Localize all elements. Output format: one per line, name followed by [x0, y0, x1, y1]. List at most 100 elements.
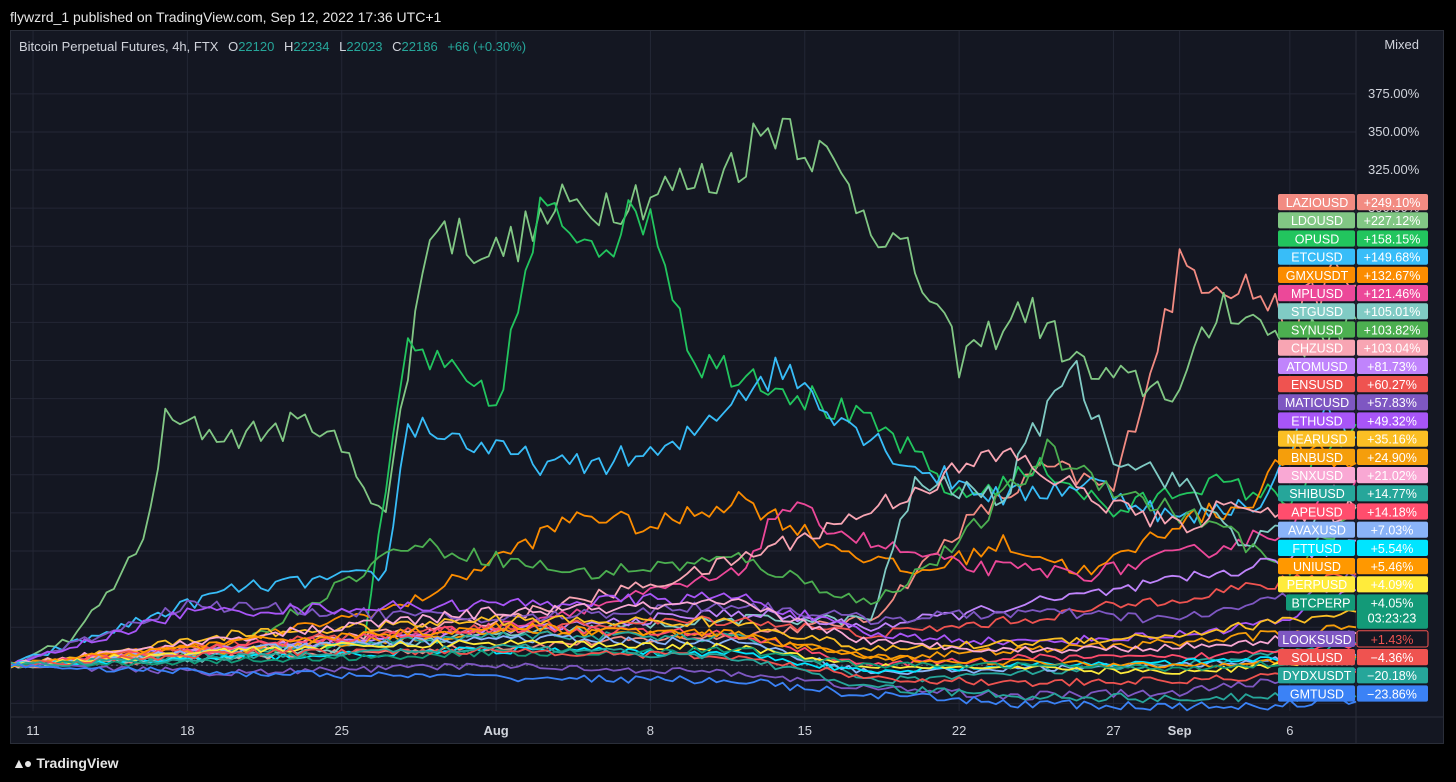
symbol-value-label: +103.04% [1364, 342, 1421, 356]
symbol-value-label: +57.83% [1367, 396, 1417, 410]
symbol-tag-label: CHZUSD [1291, 342, 1343, 356]
symbol-tag-bnbusd[interactable] [1278, 448, 1355, 465]
symbol-value-label: +132.67% [1364, 269, 1421, 283]
x-tick-label: Aug [483, 723, 508, 738]
symbol-legend[interactable]: Bitcoin Perpetual Futures, 4h, FTX O2212… [19, 39, 526, 54]
change-value: +66 (+0.30%) [447, 39, 527, 54]
symbol-tag-synusd[interactable] [1278, 321, 1355, 338]
symbol-value-label: +121.46% [1364, 287, 1421, 301]
symbol-tag-label: LAZIOUSD [1286, 196, 1349, 210]
series-line-solusd[interactable] [11, 646, 1357, 687]
value-tag-opusd [1357, 230, 1428, 247]
value-tag-uniusd [1357, 558, 1428, 575]
symbol-tag-etcusd[interactable] [1278, 248, 1355, 265]
symbol-tag-label: LOOKSUSD [1282, 633, 1351, 647]
value-tag-ensusd [1357, 376, 1428, 393]
symbol-value-label: +14.18% [1367, 505, 1417, 519]
series-line-maticusd[interactable] [11, 571, 1357, 666]
symbol-tag-shibusd[interactable] [1278, 485, 1355, 502]
symbol-tag-stgusd[interactable] [1278, 303, 1355, 320]
scale-mode-label[interactable]: Mixed [1384, 37, 1419, 52]
series-line-synusd[interactable] [11, 438, 1357, 669]
value-tag-shibusd [1357, 485, 1428, 502]
symbol-value-label: −20.18% [1367, 669, 1417, 683]
symbol-value-label: +81.73% [1367, 360, 1417, 374]
value-tag-atomusd [1357, 357, 1428, 374]
series-line-perpusd[interactable] [11, 639, 1357, 675]
value-tag-mplusd [1357, 285, 1428, 302]
symbol-tag-avaxusd[interactable] [1278, 521, 1355, 538]
symbol-tag-fttusd[interactable] [1278, 539, 1355, 556]
symbol-tag-dydxusdt[interactable] [1278, 667, 1355, 684]
symbol-value-label: +14.77% [1367, 487, 1417, 501]
symbol-tag-laziousd[interactable] [1278, 194, 1355, 211]
symbol-tag-perpusd[interactable] [1278, 576, 1355, 593]
symbol-tag-uniusd[interactable] [1278, 558, 1355, 575]
open-label: O [228, 39, 239, 54]
series-line-opusd[interactable] [11, 196, 1357, 668]
footer: ▲● TradingView [0, 744, 1456, 782]
value-tag-synusd [1357, 321, 1428, 338]
symbol-tag-maticusd[interactable] [1278, 394, 1355, 411]
value-tag-maticusd [1357, 394, 1428, 411]
open-value: 22120 [238, 39, 275, 54]
symbol-value-label: +35.16% [1367, 433, 1417, 447]
y-tick-label: 350.00% [1368, 124, 1420, 139]
series-line-gmtusd[interactable] [11, 662, 1357, 712]
series-line-uniusd[interactable] [11, 622, 1357, 669]
symbol-tag-label: LDOUSD [1291, 214, 1343, 228]
chart-panel[interactable]: 375.00%350.00%325.00%300.00%111825Aug815… [10, 30, 1444, 744]
symbol-value-label: +249.10% [1364, 196, 1421, 210]
symbol-tag-ethusd[interactable] [1278, 412, 1355, 429]
symbol-value-label: +60.27% [1367, 378, 1417, 392]
y-tick-label: 325.00% [1368, 162, 1420, 177]
value-tag-chzusd [1357, 339, 1428, 356]
symbol-tag-atomusd[interactable] [1278, 357, 1355, 374]
series-line-nearusd[interactable] [11, 609, 1357, 669]
symbol-tag-ensusd[interactable] [1278, 376, 1355, 393]
symbol-tag-label: SHIBUSD [1289, 487, 1345, 501]
symbol-tag-apeusd[interactable] [1278, 503, 1355, 520]
symbol-value-label: +149.68% [1364, 251, 1421, 265]
series-line-dydxusdt[interactable] [11, 643, 1357, 704]
value-tag-snxusd [1357, 467, 1428, 484]
symbol-tag-label: DYDXUSDT [1283, 669, 1352, 683]
publish-header: flywzrd_1 published on TradingView.com, … [0, 0, 1456, 32]
symbol-tag-nearusd[interactable] [1278, 430, 1355, 447]
value-tag-gmxusdt [1357, 266, 1428, 283]
symbol-value-label: +21.02% [1367, 469, 1417, 483]
symbol-tag-solusd[interactable] [1278, 649, 1355, 666]
symbol-tag-gmxusdt[interactable] [1278, 266, 1355, 283]
value-tag-solusd [1357, 649, 1428, 666]
symbol-tag-label: OPUSD [1295, 232, 1339, 246]
x-tick-label: 25 [335, 723, 349, 738]
symbol-value-label: +5.46% [1371, 560, 1414, 574]
value-tag-dydxusdt [1357, 667, 1428, 684]
unnamed-value-label: +1.43% [1371, 633, 1414, 647]
symbol-tag-label: PERPUSD [1287, 578, 1347, 592]
tradingview-brand[interactable]: ▲● TradingView [12, 755, 119, 771]
value-tag-gmtusd [1357, 685, 1428, 702]
x-tick-label: Sep [1168, 723, 1192, 738]
symbol-tag-chzusd[interactable] [1278, 339, 1355, 356]
series-line-ldousd[interactable] [11, 117, 1357, 666]
symbol-tag-snxusd[interactable] [1278, 467, 1355, 484]
series-line-chzusd[interactable] [11, 447, 1357, 669]
low-value: 22023 [346, 39, 383, 54]
series-line-ensusd[interactable] [11, 572, 1357, 667]
symbol-tag-gmtusd[interactable] [1278, 685, 1355, 702]
high-label: H [283, 39, 294, 54]
symbol-tag-btcperp[interactable] [1286, 594, 1355, 611]
symbol-tag-looksusd[interactable] [1278, 630, 1355, 647]
symbol-tag-opusd[interactable] [1278, 230, 1355, 247]
series-line-snxusd[interactable] [11, 598, 1357, 666]
symbol-tag-ldousd[interactable] [1278, 212, 1355, 229]
series-line-etcusd[interactable] [11, 356, 1357, 666]
high-value: 22234 [293, 39, 330, 54]
symbol-tag-mplusd[interactable] [1278, 285, 1355, 302]
value-tag-etcusd [1357, 248, 1428, 265]
x-tick-label: 18 [180, 723, 194, 738]
comparison-chart[interactable]: 375.00%350.00%325.00%300.00%111825Aug815… [11, 31, 1444, 744]
symbol-tag-label: ETCUSD [1291, 251, 1342, 265]
symbol-value-label: +158.15% [1364, 232, 1421, 246]
